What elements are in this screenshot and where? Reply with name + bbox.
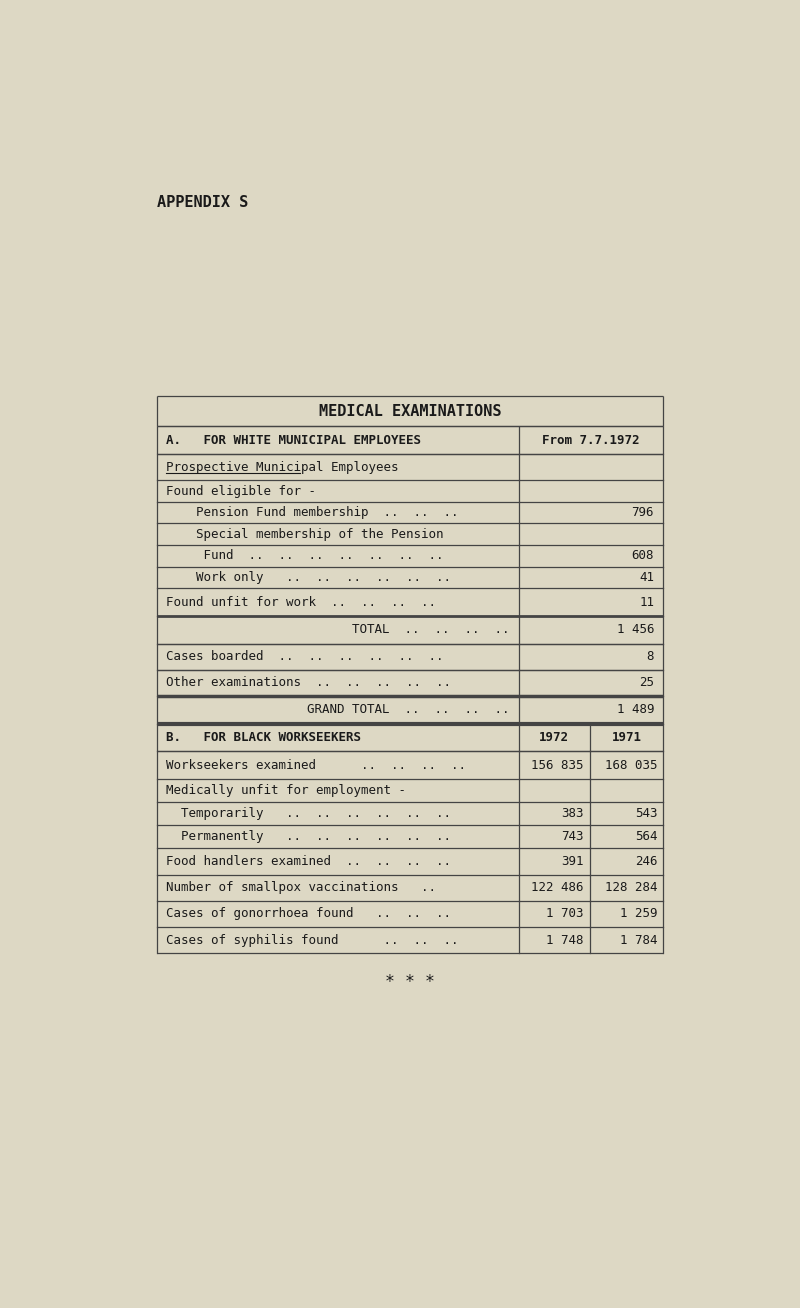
Text: 168 035: 168 035 — [605, 759, 658, 772]
Text: Cases of syphilis found      ..  ..  ..: Cases of syphilis found .. .. .. — [166, 934, 458, 947]
Text: 383: 383 — [561, 807, 584, 820]
Text: MEDICAL EXAMINATIONS: MEDICAL EXAMINATIONS — [318, 404, 502, 419]
Text: 1972: 1972 — [539, 731, 569, 744]
Text: Cases boarded  ..  ..  ..  ..  ..  ..: Cases boarded .. .. .. .. .. .. — [166, 650, 443, 663]
Text: 128 284: 128 284 — [605, 882, 658, 895]
Text: 543: 543 — [634, 807, 658, 820]
Text: 743: 743 — [561, 831, 584, 844]
Text: GRAND TOTAL  ..  ..  ..  ..: GRAND TOTAL .. .. .. .. — [306, 704, 509, 717]
Text: Fund  ..  ..  ..  ..  ..  ..  ..: Fund .. .. .. .. .. .. .. — [166, 549, 443, 562]
Text: Pension Fund membership  ..  ..  ..: Pension Fund membership .. .. .. — [166, 506, 458, 519]
Text: 1 784: 1 784 — [620, 934, 658, 947]
Text: Number of smallpox vaccinations   ..: Number of smallpox vaccinations .. — [166, 882, 436, 895]
Text: 41: 41 — [639, 570, 654, 583]
Text: Temporarily   ..  ..  ..  ..  ..  ..: Temporarily .. .. .. .. .. .. — [166, 807, 451, 820]
Text: 122 486: 122 486 — [531, 882, 584, 895]
Text: 564: 564 — [634, 831, 658, 844]
Text: Found eligible for -: Found eligible for - — [166, 485, 316, 497]
Text: Food handlers examined  ..  ..  ..  ..: Food handlers examined .. .. .. .. — [166, 855, 451, 869]
Text: Permanently   ..  ..  ..  ..  ..  ..: Permanently .. .. .. .. .. .. — [166, 831, 451, 844]
Text: 391: 391 — [561, 855, 584, 869]
Text: 11: 11 — [639, 595, 654, 608]
Text: TOTAL  ..  ..  ..  ..: TOTAL .. .. .. .. — [352, 623, 509, 636]
Text: Workseekers examined      ..  ..  ..  ..: Workseekers examined .. .. .. .. — [166, 759, 466, 772]
Text: Prospective Municipal Employees: Prospective Municipal Employees — [166, 460, 398, 473]
Text: A.   FOR WHITE MUNICIPAL EMPLOYEES: A. FOR WHITE MUNICIPAL EMPLOYEES — [166, 434, 421, 447]
Text: 608: 608 — [632, 549, 654, 562]
Text: 156 835: 156 835 — [531, 759, 584, 772]
Text: Medically unfit for employment -: Medically unfit for employment - — [166, 785, 406, 797]
Text: 1 456: 1 456 — [617, 623, 654, 636]
Text: B.   FOR BLACK WORKSEEKERS: B. FOR BLACK WORKSEEKERS — [166, 731, 361, 744]
Text: * * *: * * * — [385, 973, 435, 991]
Text: 1 489: 1 489 — [617, 704, 654, 717]
Text: 25: 25 — [639, 676, 654, 689]
Text: 1 703: 1 703 — [546, 908, 584, 921]
Text: 8: 8 — [646, 650, 654, 663]
Text: 1971: 1971 — [612, 731, 642, 744]
Text: 1 748: 1 748 — [546, 934, 584, 947]
Text: 246: 246 — [634, 855, 658, 869]
Text: 1 259: 1 259 — [620, 908, 658, 921]
Text: Work only   ..  ..  ..  ..  ..  ..: Work only .. .. .. .. .. .. — [166, 570, 451, 583]
Text: Other examinations  ..  ..  ..  ..  ..: Other examinations .. .. .. .. .. — [166, 676, 451, 689]
Text: APPENDIX S: APPENDIX S — [157, 195, 248, 211]
Text: 796: 796 — [632, 506, 654, 519]
Text: Found unfit for work  ..  ..  ..  ..: Found unfit for work .. .. .. .. — [166, 595, 436, 608]
Text: Special membership of the Pension: Special membership of the Pension — [166, 527, 443, 540]
Text: Cases of gonorrhoea found   ..  ..  ..: Cases of gonorrhoea found .. .. .. — [166, 908, 451, 921]
Text: From 7.7.1972: From 7.7.1972 — [542, 434, 640, 447]
